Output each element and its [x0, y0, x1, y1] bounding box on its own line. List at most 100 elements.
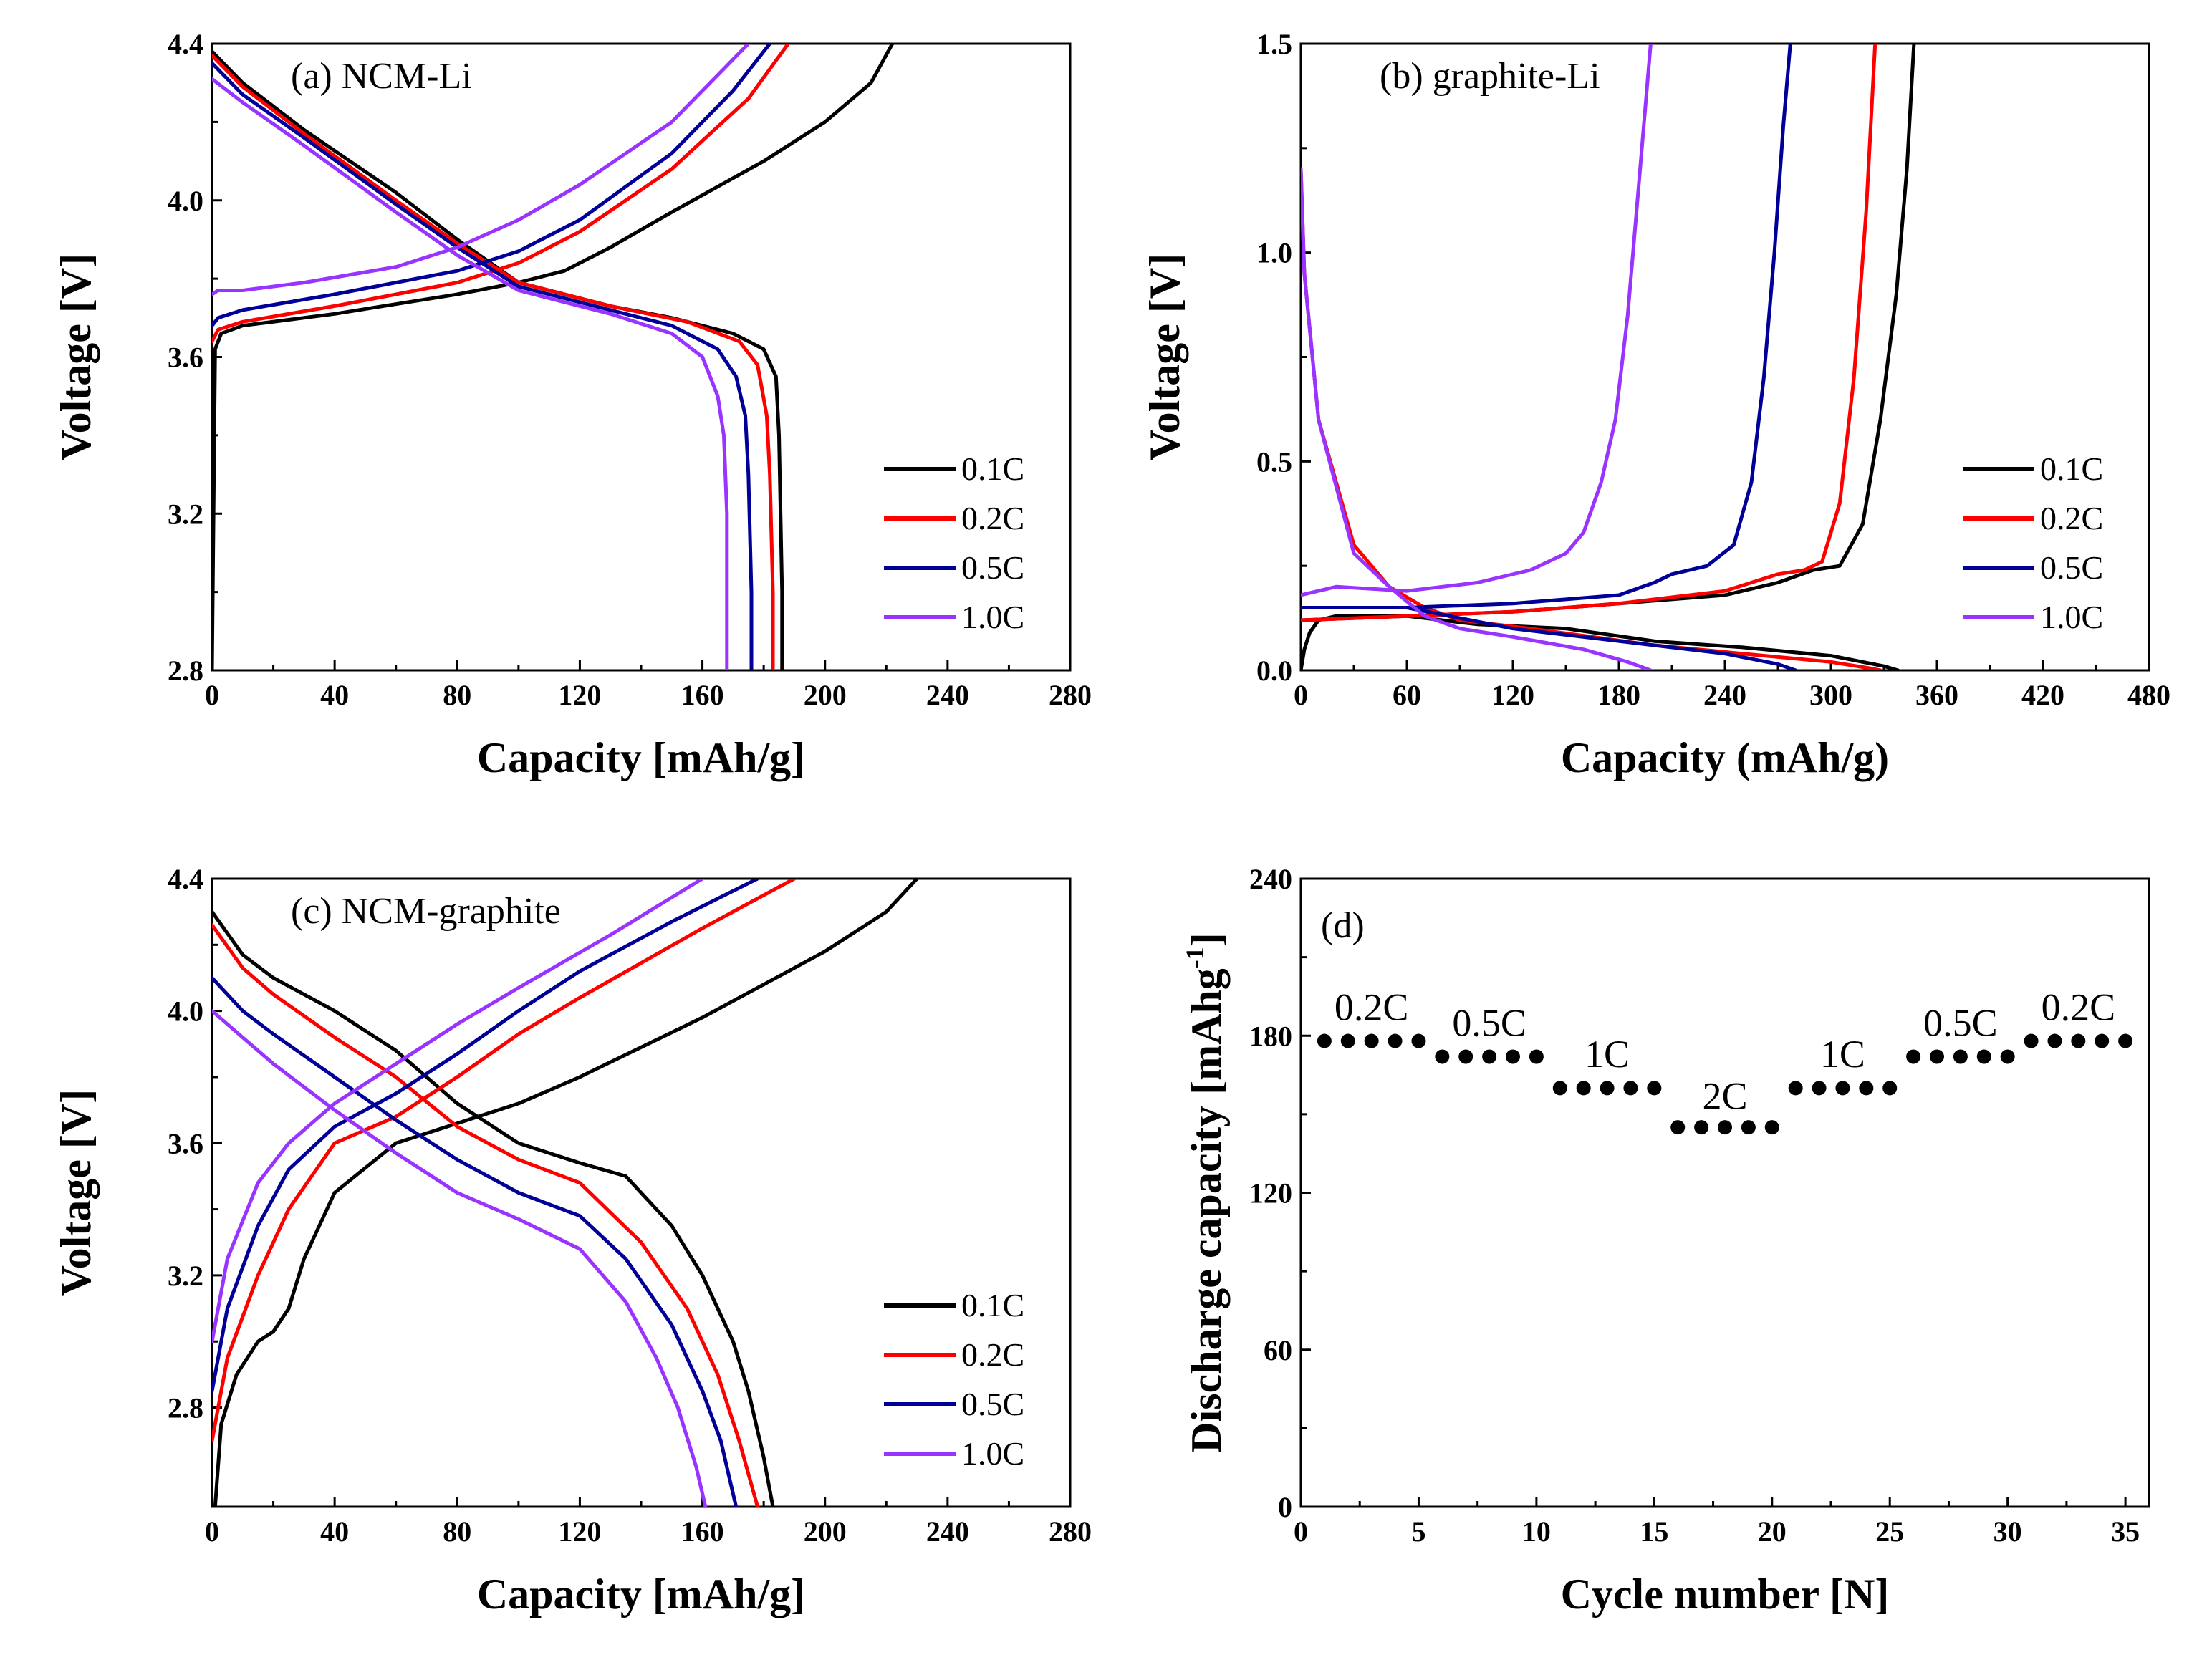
series-line-02C-discharge	[212, 923, 760, 1507]
legend-label: 0.5C	[2040, 549, 2103, 586]
x-tick-label: 35	[2111, 1515, 2140, 1548]
x-tick-label: 40	[320, 679, 349, 711]
data-point	[1812, 1081, 1827, 1096]
y-tick-label: 2.8	[168, 1392, 203, 1424]
x-tick-label: 30	[1994, 1515, 2022, 1548]
series-line-10C-charge	[212, 879, 705, 1343]
data-point	[2024, 1033, 2039, 1048]
data-point	[1835, 1081, 1850, 1096]
y-tick-label: 1.0	[1256, 237, 1292, 269]
x-tick-label: 240	[926, 1515, 969, 1548]
data-point	[2095, 1033, 2110, 1048]
y-axis-label-text: Discharge capacity [mAhg	[1183, 968, 1230, 1453]
data-point	[2047, 1033, 2062, 1048]
y-axis-label-text: Voltage [V]	[1141, 254, 1188, 460]
data-point	[1388, 1033, 1403, 1048]
x-axis-label: Capacity [mAh/g]	[477, 734, 805, 781]
y-axis-label: Voltage [V]	[1141, 254, 1188, 460]
data-point	[1953, 1049, 1968, 1064]
series-group	[212, 879, 919, 1507]
x-tick-label: 40	[320, 1515, 349, 1548]
panel-title: (c) NCM-graphite	[291, 891, 561, 932]
rate-annotation: 1C	[1585, 1033, 1630, 1076]
series-line-02C-discharge	[1301, 167, 1882, 670]
x-tick-label: 160	[681, 679, 724, 711]
data-point	[1764, 1120, 1779, 1135]
y-tick-label: 1.5	[1256, 28, 1292, 60]
y-tick-label: 4.4	[168, 863, 203, 895]
y-tick-label: 3.2	[168, 498, 203, 530]
rate-annotation: 2C	[1702, 1075, 1747, 1118]
x-tick-label: 25	[1875, 1515, 1904, 1548]
x-tick-label: 200	[804, 679, 847, 711]
series-line-01C-charge	[212, 44, 895, 670]
x-axis-label: Capacity (mAh/g)	[1561, 734, 1889, 781]
x-tick-label: 120	[1491, 679, 1534, 711]
y-axis-label: Discharge capacity [mAhg-1]	[1180, 932, 1230, 1453]
series-line-02C-charge	[1301, 44, 1877, 622]
panel-title: (b) graphite-Li	[1380, 56, 1600, 97]
series-line-05C-discharge	[212, 61, 754, 670]
panel-c: 0 40 80 120 160 200 240 280 2.8 3.2 3.6 4.0 4.4 Capac…	[52, 863, 1092, 1618]
y-tick-label: 240	[1249, 863, 1292, 895]
y-tick-label: 0	[1278, 1491, 1292, 1523]
x-tick-label: 300	[1809, 679, 1852, 711]
data-point	[1482, 1049, 1497, 1064]
data-point	[1340, 1033, 1355, 1048]
data-point	[1600, 1081, 1615, 1096]
legend-label: 1.0C	[961, 599, 1024, 635]
series-line-05C-charge	[212, 879, 760, 1393]
legend-label: 0.5C	[961, 549, 1024, 586]
y-axis-label: Voltage [V]	[52, 1089, 100, 1296]
legend-label: 1.0C	[2040, 599, 2103, 635]
series-group	[1301, 44, 1916, 670]
plot-frame	[1299, 877, 2150, 1508]
plot-frame	[1299, 42, 2150, 672]
x-tick-label: 20	[1758, 1515, 1787, 1548]
data-point	[1882, 1081, 1898, 1096]
x-tick-label: 180	[1597, 679, 1640, 711]
x-axis-label: Cycle number [N]	[1561, 1570, 1890, 1618]
legend-label: 0.2C	[961, 1336, 1024, 1373]
x-tick-label: 80	[443, 1515, 471, 1548]
x-tick-label: 15	[1640, 1515, 1668, 1548]
x-tick-label: 120	[558, 679, 601, 711]
series-line-01C-discharge	[1301, 614, 1900, 670]
legend-label: 0.1C	[961, 1287, 1024, 1323]
y-tick-label: 3.2	[168, 1260, 203, 1292]
y-axis-label-end: ]	[1183, 932, 1230, 947]
series-line-10C-charge	[212, 44, 751, 296]
y-tick-label: 4.4	[168, 28, 203, 60]
x-tick-label: 10	[1522, 1515, 1551, 1548]
y-tick-label: 0.0	[1256, 655, 1292, 687]
series-line-02C-discharge	[212, 53, 775, 670]
series-line-01C-charge	[1301, 44, 1916, 622]
y-axis-label: Voltage [V]	[52, 254, 100, 460]
plot-frame	[211, 42, 1072, 672]
y-tick-label: 4.0	[168, 995, 203, 1028]
data-point	[1458, 1049, 1473, 1064]
x-tick-label: 280	[1049, 1515, 1092, 1548]
y-tick-label: 180	[1249, 1020, 1292, 1052]
x-axis-label: Capacity [mAh/g]	[477, 1570, 805, 1618]
data-point	[1741, 1120, 1756, 1135]
series-group	[212, 44, 895, 670]
legend-label: 1.0C	[961, 1435, 1024, 1472]
panel-title: (a) NCM-Li	[291, 56, 472, 97]
data-point	[1976, 1049, 1991, 1064]
data-point	[1506, 1049, 1520, 1064]
y-axis-label-sup: -1	[1180, 947, 1209, 968]
x-tick-label: 360	[1915, 679, 1958, 711]
x-tick-label: 420	[2021, 679, 2064, 711]
x-tick-label: 0	[205, 1515, 219, 1548]
y-tick-label: 2.8	[168, 655, 203, 687]
data-point	[1552, 1081, 1567, 1096]
series-line-10C-charge	[1301, 44, 1653, 597]
data-point	[1718, 1120, 1732, 1135]
rate-annotation: 0.2C	[2042, 985, 2116, 1028]
x-tick-label: 240	[926, 679, 969, 711]
data-point	[1670, 1120, 1686, 1135]
x-tick-label: 280	[1049, 679, 1092, 711]
data-point	[1930, 1049, 1944, 1064]
